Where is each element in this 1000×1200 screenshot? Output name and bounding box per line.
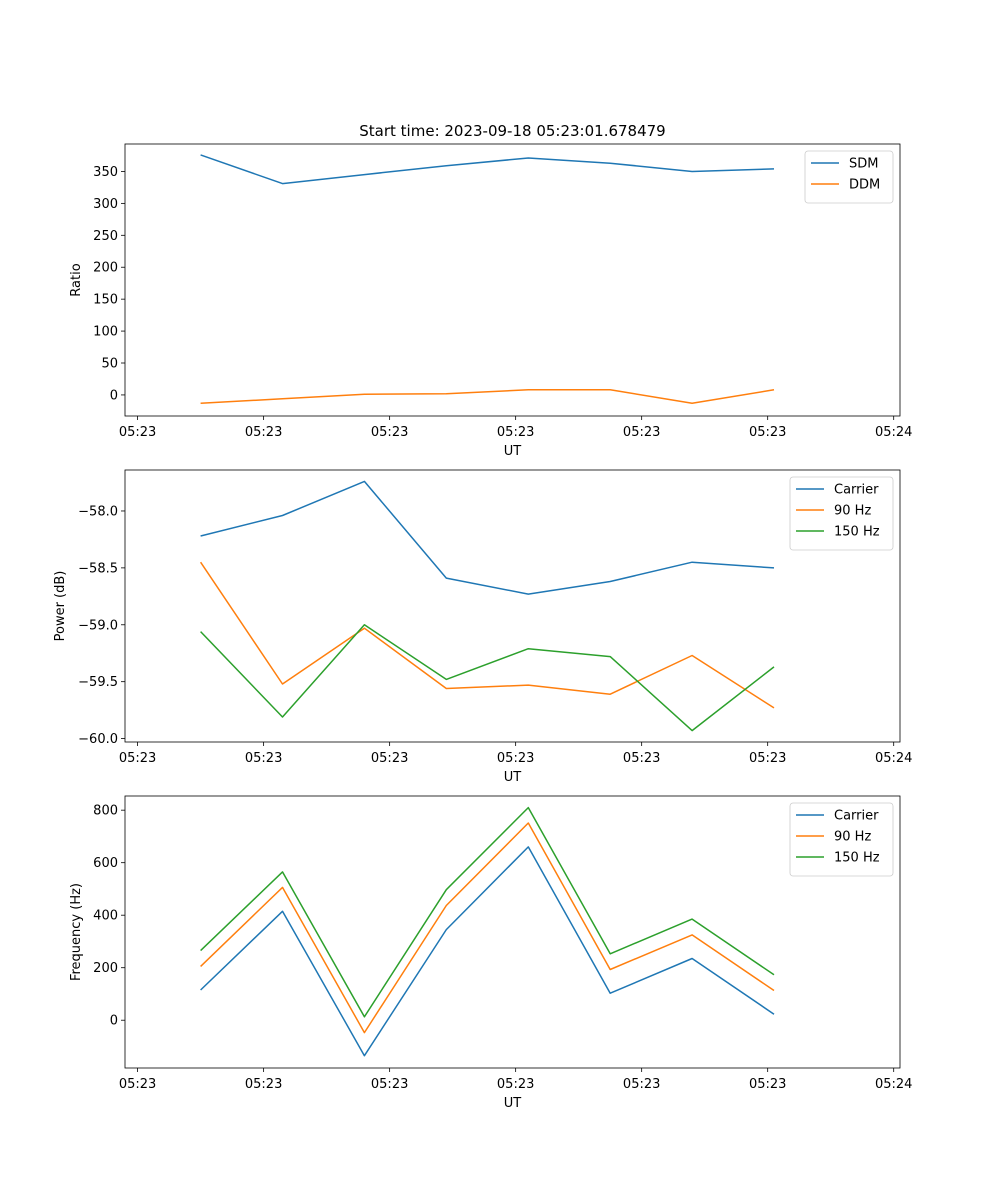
x-axis-label: UT bbox=[504, 444, 522, 459]
x-tick-label: 05:23 bbox=[371, 425, 408, 440]
y-tick-label: −59.5 bbox=[78, 675, 118, 690]
y-tick-label: −60.0 bbox=[78, 732, 118, 747]
y-tick-label: 0 bbox=[110, 388, 118, 403]
series-line-150-hz bbox=[200, 624, 775, 732]
y-tick-label: 100 bbox=[93, 325, 118, 340]
x-tick-label: 05:24 bbox=[875, 1077, 912, 1092]
x-tick-label: 05:24 bbox=[875, 425, 912, 440]
x-tick-label: 05:23 bbox=[245, 425, 282, 440]
x-tick-label: 05:23 bbox=[119, 751, 156, 766]
legend-label: SDM bbox=[849, 157, 878, 172]
chart-title: Start time: 2023-09-18 05:23:01.678479 bbox=[359, 122, 665, 140]
y-axis-label: Ratio bbox=[69, 263, 84, 296]
axes-frame bbox=[124, 795, 901, 1069]
x-tick-label: 05:23 bbox=[623, 1077, 660, 1092]
x-tick-label: 05:23 bbox=[497, 1077, 534, 1092]
y-tick-label: 350 bbox=[93, 165, 118, 180]
legend-label: DDM bbox=[849, 178, 880, 193]
x-tick-label: 05:23 bbox=[749, 751, 786, 766]
y-tick-label: 800 bbox=[93, 804, 118, 819]
y-tick-label: 250 bbox=[93, 229, 118, 244]
series-line-sdm bbox=[200, 154, 775, 185]
y-tick-label: 200 bbox=[93, 261, 118, 276]
x-tick-label: 05:23 bbox=[749, 425, 786, 440]
x-tick-label: 05:23 bbox=[245, 1077, 282, 1092]
y-tick-label: 150 bbox=[93, 293, 118, 308]
subplot-1: Start time: 2023-09-18 05:23:01.67847905… bbox=[69, 122, 912, 459]
y-tick-label: 400 bbox=[93, 909, 118, 924]
series-line-ddm bbox=[200, 389, 775, 404]
legend: Carrier 90 Hz 150 Hz bbox=[789, 802, 894, 877]
x-tick-label: 05:23 bbox=[497, 751, 534, 766]
y-tick-label: 300 bbox=[93, 197, 118, 212]
x-tick-label: 05:23 bbox=[623, 751, 660, 766]
series-line-150-hz bbox=[200, 806, 775, 1018]
series-line-90-hz bbox=[200, 822, 775, 1034]
series-line-carrier bbox=[200, 846, 775, 1057]
legend-label: 150 Hz bbox=[834, 525, 880, 540]
subplot-3: 05:23 05:23 05:23 05:23 05:23 05:23 05:24 0 200 4… bbox=[69, 795, 912, 1111]
x-tick-label: 05:23 bbox=[623, 425, 660, 440]
legend-box bbox=[804, 150, 894, 204]
legend: Carrier 90 Hz 150 Hz bbox=[789, 476, 894, 551]
axes-frame bbox=[124, 143, 901, 417]
legend-label: 90 Hz bbox=[834, 830, 871, 845]
subplot-2: 05:23 05:23 05:23 05:23 05:23 05:23 05:24 −60.0… bbox=[53, 469, 912, 785]
series-line-carrier bbox=[200, 480, 775, 595]
x-tick-label: 05:23 bbox=[119, 425, 156, 440]
legend-label: Carrier bbox=[834, 483, 879, 498]
x-tick-label: 05:23 bbox=[371, 1077, 408, 1092]
y-tick-label: −58.0 bbox=[78, 504, 118, 519]
y-tick-label: 50 bbox=[101, 357, 118, 372]
legend-label: 150 Hz bbox=[834, 851, 880, 866]
y-tick-label: 200 bbox=[93, 961, 118, 976]
y-tick-label: 600 bbox=[93, 856, 118, 871]
y-tick-label: −59.0 bbox=[78, 618, 118, 633]
x-tick-label: 05:23 bbox=[497, 425, 534, 440]
series-line-90-hz bbox=[199, 561, 775, 709]
y-tick-label: 0 bbox=[110, 1014, 118, 1029]
axes-frame bbox=[124, 469, 901, 743]
x-tick-label: 05:23 bbox=[119, 1077, 156, 1092]
x-axis-label: UT bbox=[504, 770, 522, 785]
x-tick-label: 05:23 bbox=[371, 751, 408, 766]
x-tick-label: 05:23 bbox=[245, 751, 282, 766]
legend-label: Carrier bbox=[834, 809, 879, 824]
x-axis-label: UT bbox=[504, 1096, 522, 1111]
legend-label: 90 Hz bbox=[834, 504, 871, 519]
x-tick-label: 05:23 bbox=[749, 1077, 786, 1092]
y-axis-label: Power (dB) bbox=[53, 571, 68, 642]
y-axis-label: Frequency (Hz) bbox=[69, 883, 84, 981]
y-tick-label: −58.5 bbox=[78, 561, 118, 576]
legend: SDM DDM bbox=[804, 150, 894, 204]
x-tick-label: 05:24 bbox=[875, 751, 912, 766]
